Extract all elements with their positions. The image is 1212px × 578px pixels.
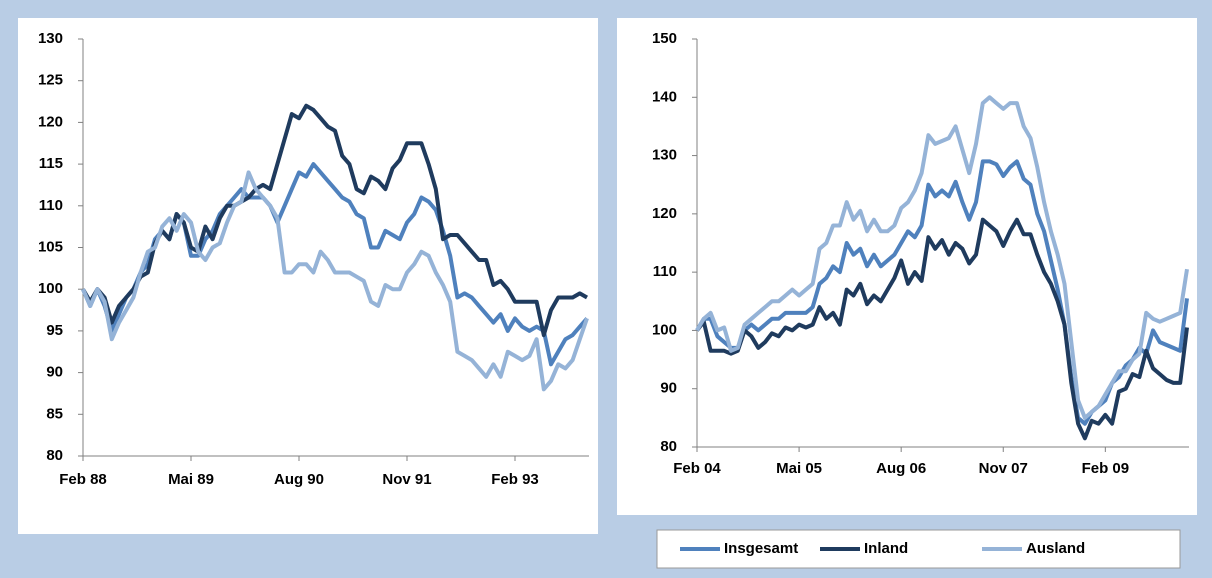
y-tick-label: 90 [46,364,63,381]
y-tick-label: 80 [660,438,677,455]
x-tick-label: Mai 05 [776,460,822,477]
y-tick-label: 110 [653,263,677,280]
y-tick-label: 140 [652,88,677,105]
x-tick-label: Feb 93 [491,471,539,488]
x-tick-label: Mai 89 [168,471,214,488]
y-tick-label: 125 [38,72,63,89]
x-tick-label: Nov 91 [382,471,431,488]
y-tick-label: 110 [39,197,63,214]
x-tick-label: Feb 88 [59,471,107,488]
y-tick-label: 120 [652,205,677,222]
y-tick-label: 90 [660,380,677,397]
y-tick-label: 130 [38,30,63,47]
y-tick-label: 120 [38,113,63,130]
x-tick-label: Aug 90 [274,471,324,488]
y-tick-label: 95 [46,322,63,339]
y-tick-label: 130 [652,147,677,164]
left-panel [18,18,598,534]
legend-label: Insgesamt [724,540,798,557]
x-tick-label: Nov 07 [979,460,1028,477]
y-tick-label: 150 [652,30,677,47]
data-line [695,217,1189,441]
y-tick-label: 105 [38,238,63,255]
right-panel [617,18,1197,515]
legend-box [656,529,1181,569]
data-line [695,159,1189,426]
y-tick-label: 80 [46,447,63,464]
y-tick-label: 85 [46,405,63,422]
legend-label: Inland [864,540,908,557]
y-tick-label: 100 [652,321,677,338]
y-tick-label: 100 [38,280,63,297]
x-tick-label: Feb 04 [673,460,721,477]
legend-label: Ausland [1026,540,1085,557]
data-line [81,170,589,392]
y-tick-label: 115 [39,155,63,172]
data-line [695,95,1189,420]
x-tick-label: Feb 09 [1082,460,1130,477]
data-line [81,103,588,338]
x-tick-label: Aug 06 [876,460,926,477]
